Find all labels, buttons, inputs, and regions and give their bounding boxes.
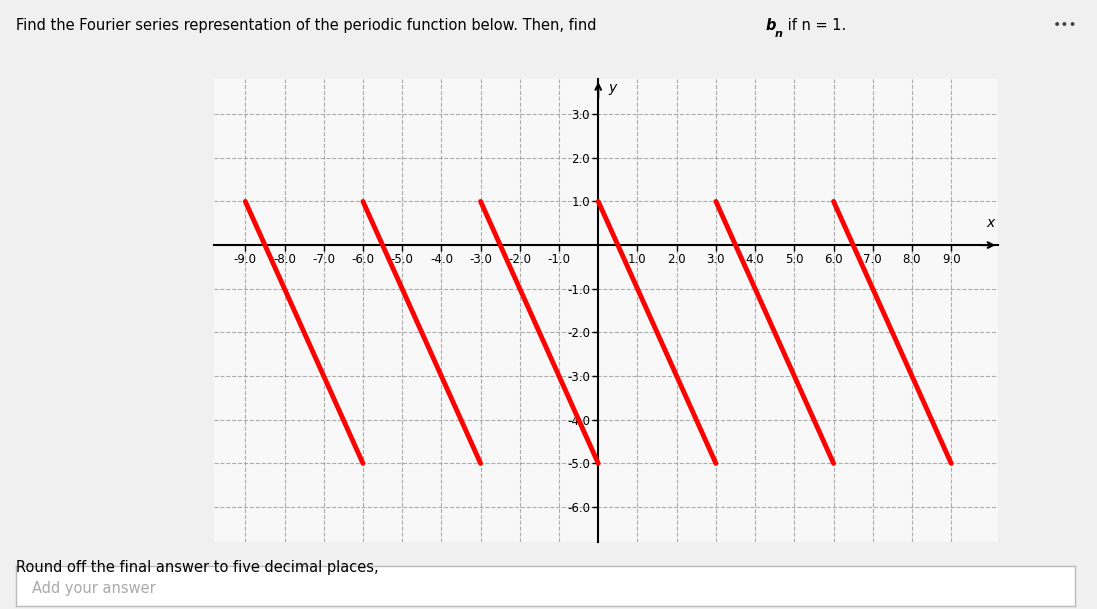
Text: x: x [986, 216, 994, 230]
Text: Find the Fourier series representation of the periodic function below. Then, fin: Find the Fourier series representation o… [16, 18, 601, 33]
Text: Round off the final answer to five decimal places,: Round off the final answer to five decim… [16, 560, 380, 576]
Text: y: y [608, 82, 617, 96]
Text: n: n [774, 29, 782, 39]
Text: •••: ••• [1053, 18, 1078, 32]
Text: if n = 1.: if n = 1. [783, 18, 847, 33]
Text: b: b [766, 18, 777, 33]
Text: Add your answer: Add your answer [32, 580, 156, 596]
